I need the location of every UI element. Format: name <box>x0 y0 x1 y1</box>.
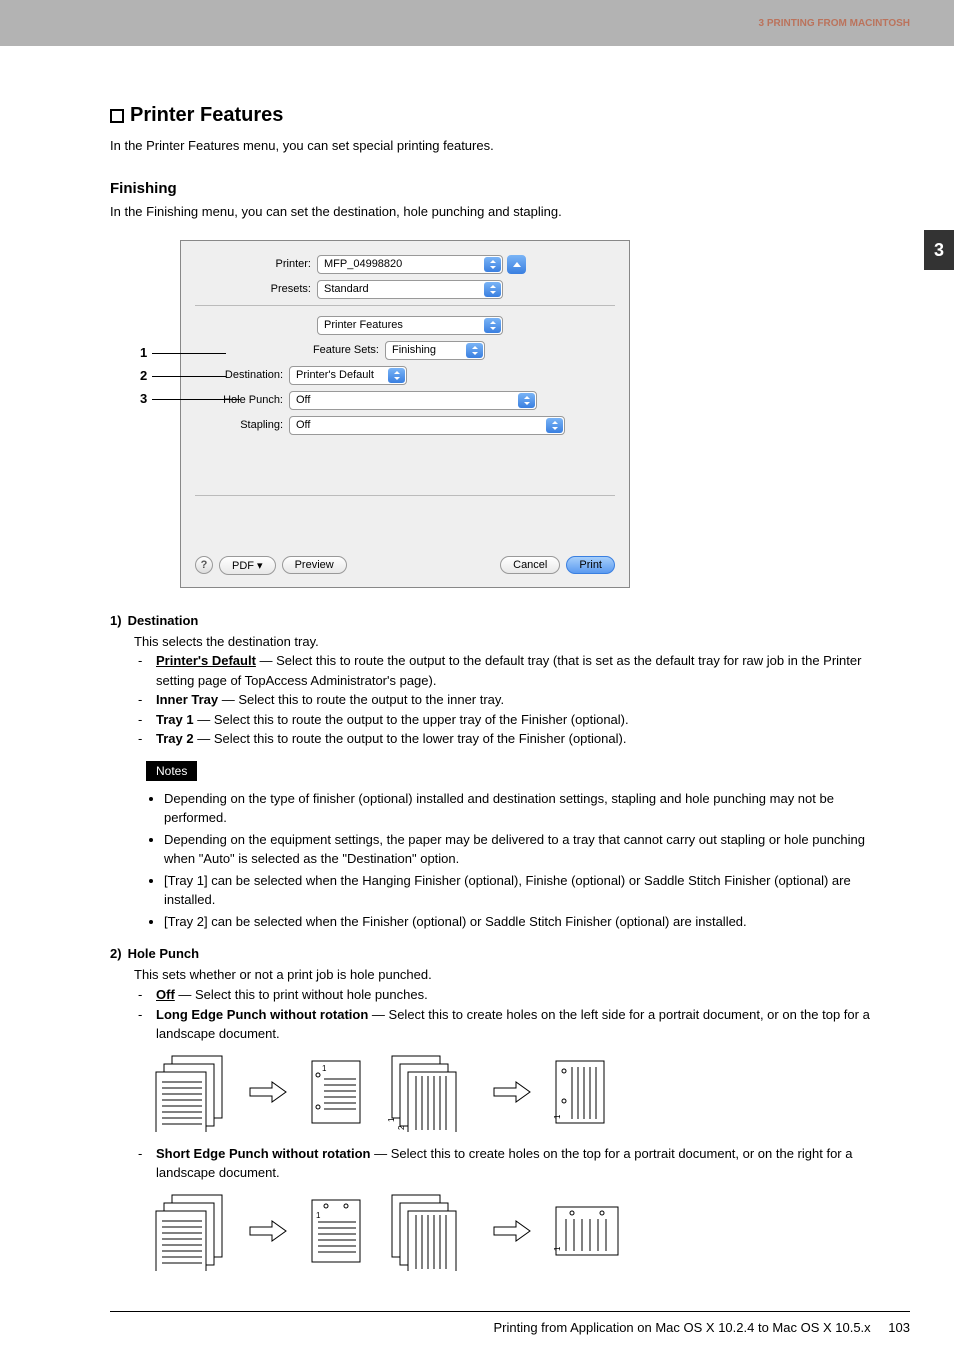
long-edge-diagram: 3 2 1 1 <box>146 1052 882 1132</box>
short-edge-diagram: 3 2 1 1 <box>146 1191 882 1271</box>
dialog-screenshot: 1 2 3 Printer: MFP_04998820 Presets: <box>140 240 882 588</box>
presets-select[interactable]: Standard <box>317 280 503 299</box>
callout-2: 2 <box>140 368 147 383</box>
print-button[interactable]: Print <box>566 556 615 574</box>
landscape-right-holes-icon: 1 <box>552 1203 622 1259</box>
holepunch-select[interactable]: Off <box>289 391 537 410</box>
expand-up-button[interactable] <box>507 255 526 274</box>
finishing-title: Finishing <box>110 180 882 197</box>
destination-value: Printer's Default <box>296 369 374 381</box>
item2-lead: This sets whether or not a print job is … <box>110 966 882 985</box>
notes-badge: Notes <box>146 761 197 781</box>
stack-portrait-icon: 3 2 1 <box>146 1191 228 1271</box>
divider <box>195 305 615 306</box>
svg-text:1: 1 <box>316 1211 321 1220</box>
printer-label: Printer: <box>195 258 317 270</box>
mode-value: Printer Features <box>324 319 403 331</box>
destination-select[interactable]: Printer's Default <box>289 366 407 385</box>
presets-value: Standard <box>324 283 369 295</box>
portrait-left-holes-icon: 1 <box>308 1057 364 1127</box>
presets-label: Presets: <box>195 283 317 295</box>
holepunch-value: Off <box>296 394 310 406</box>
feature-sets-label: Feature Sets: <box>195 344 385 356</box>
callout-3: 3 <box>140 391 147 406</box>
stack-landscape-icon <box>384 1191 472 1271</box>
pdf-button[interactable]: PDF ▾ <box>219 556 276 575</box>
section-header: Printer Features <box>110 104 882 127</box>
finishing-intro: In the Finishing menu, you can set the d… <box>110 203 882 222</box>
arrow-right-icon <box>248 1219 288 1243</box>
chevron-updown-icon <box>484 318 501 333</box>
chevron-updown-icon <box>546 418 563 433</box>
chevron-updown-icon <box>388 368 405 383</box>
item1-title: Destination <box>128 612 199 631</box>
cancel-button[interactable]: Cancel <box>500 556 560 574</box>
stapling-label: Stapling: <box>195 419 289 431</box>
callout-1: 1 <box>140 345 147 360</box>
item2-title: Hole Punch <box>128 945 200 964</box>
item2-num: 2) <box>110 945 122 964</box>
stapling-select[interactable]: Off <box>289 416 565 435</box>
arrow-right-icon <box>492 1219 532 1243</box>
svg-text:1: 1 <box>160 1075 165 1084</box>
header-chapter: 3 PRINTING FROM MACINTOSH <box>759 18 910 29</box>
feature-sets-value: Finishing <box>392 344 436 356</box>
holepunch-label: Hole Punch: <box>195 394 289 406</box>
chevron-updown-icon <box>484 282 501 297</box>
section-title: Printer Features <box>130 104 283 127</box>
svg-text:1: 1 <box>553 1114 562 1119</box>
printer-value: MFP_04998820 <box>324 258 402 270</box>
svg-text:1: 1 <box>322 1064 327 1073</box>
page-number: 103 <box>888 1320 910 1335</box>
arrow-right-icon <box>492 1080 532 1104</box>
help-button[interactable]: ? <box>195 556 213 574</box>
arrow-right-icon <box>248 1080 288 1104</box>
notes-list: Depending on the type of finisher (optio… <box>110 789 882 932</box>
svg-text:1: 1 <box>387 1117 396 1122</box>
mode-select[interactable]: Printer Features <box>317 316 503 335</box>
portrait-top-holes-icon: 1 <box>308 1196 364 1266</box>
section-intro: In the Printer Features menu, you can se… <box>110 137 882 156</box>
chevron-updown-icon <box>518 393 535 408</box>
item2-opts-cont: Short Edge Punch without rotation — Sele… <box>110 1144 882 1183</box>
stack-landscape-icon: 1 2 3 <box>384 1052 472 1132</box>
top-bar: 3 PRINTING FROM MACINTOSH <box>0 0 954 46</box>
item2-opts: Off — Select this to print without hole … <box>110 985 882 1044</box>
svg-text:2: 2 <box>397 1125 406 1130</box>
svg-text:1: 1 <box>160 1214 165 1223</box>
landscape-top-holes-icon: 1 <box>552 1057 608 1127</box>
item1-num: 1) <box>110 612 122 631</box>
footer-text: Printing from Application on Mac OS X 10… <box>493 1320 870 1335</box>
stapling-value: Off <box>296 419 310 431</box>
chevron-updown-icon <box>484 257 501 272</box>
preview-button[interactable]: Preview <box>282 556 347 574</box>
feature-sets-select[interactable]: Finishing <box>385 341 485 360</box>
page-footer: Printing from Application on Mac OS X 10… <box>110 1311 910 1335</box>
square-icon <box>110 109 124 123</box>
chevron-updown-icon <box>466 343 483 358</box>
side-tab: 3 <box>924 230 954 270</box>
divider <box>195 495 615 496</box>
printer-select[interactable]: MFP_04998820 <box>317 255 503 274</box>
item1-lead: This selects the destination tray. <box>110 633 882 652</box>
stack-portrait-icon: 3 2 1 <box>146 1052 228 1132</box>
item1-options: Printer's Default — Select this to route… <box>110 651 882 749</box>
svg-text:1: 1 <box>553 1246 562 1251</box>
